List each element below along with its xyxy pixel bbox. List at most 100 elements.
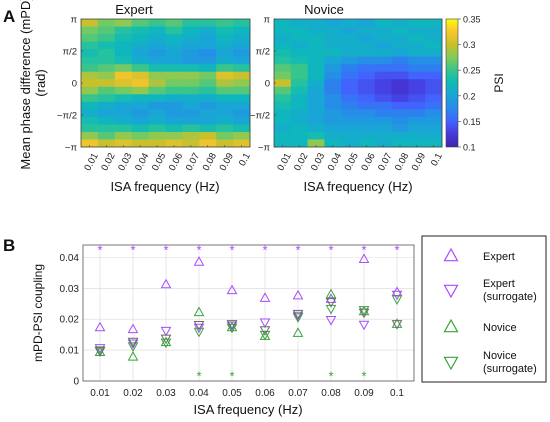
x-tick-label: 0.1 — [390, 388, 404, 399]
heatmap-cell — [216, 71, 234, 80]
heatmap-cell — [391, 124, 409, 133]
x-tick-label: 0.02 — [99, 151, 117, 172]
heatmap-cell — [81, 94, 99, 103]
heatmap-cell — [148, 71, 166, 80]
heatmap-cell — [114, 64, 133, 73]
scatter-point-series-2 — [292, 327, 304, 337]
heatmap-cell — [165, 26, 183, 35]
heatmap-cell — [341, 79, 359, 88]
heatmap-cell — [182, 71, 200, 80]
scatter-x-ticks: 0.01 0.02 0.03 0.04 0.05 0.06 0.07 0.08 0.09 0.1 — [90, 388, 404, 399]
heatmap-cell — [81, 71, 99, 80]
heatmap-cell — [216, 56, 234, 65]
scatter-point-series-0 — [94, 321, 106, 332]
heatmap-cell — [131, 71, 149, 80]
heatmap-cell — [408, 94, 426, 103]
heatmap-cell — [391, 64, 409, 73]
heatmap-cell — [341, 139, 359, 148]
heatmap-cell — [148, 94, 166, 103]
x-tick-label: 0.06 — [359, 151, 377, 172]
heatmap-cell — [97, 116, 116, 125]
heatmap-cell — [425, 49, 443, 58]
heatmap-cell — [374, 34, 392, 42]
heatmap-cell — [216, 139, 234, 148]
y-tick-label: −π — [258, 143, 271, 154]
heatmap-cell — [131, 116, 149, 125]
heatmap-cell — [199, 34, 217, 42]
heatmap-cell — [182, 86, 200, 95]
heatmap-cell — [114, 124, 133, 133]
heatmap-cell — [425, 101, 443, 110]
scatter-point-series-4 — [127, 337, 139, 348]
heatmap-cell — [391, 19, 409, 27]
scatter-point-series-3 — [292, 313, 304, 323]
heatmap-cell — [391, 26, 409, 35]
x-tick-label: 0.05 — [222, 388, 242, 399]
heatmap-cell — [199, 94, 217, 103]
heatmap-cell — [341, 56, 359, 65]
heatmap-cell — [97, 109, 116, 118]
heatmap-cell — [307, 86, 325, 95]
heatmap-cell — [131, 79, 149, 88]
significance-star-expert: * — [196, 243, 201, 258]
heatmap-cell — [290, 101, 308, 110]
scatter-point-series-0 — [358, 253, 370, 263]
heatmap-novice: Novice 0.010.020.030.040.050.060.070.080… — [250, 2, 445, 194]
heatmap-cell — [425, 109, 443, 118]
legend: Expert Expert (surrogate) Novice Novice (surr… — [421, 235, 547, 383]
x-tick-label: 0.04 — [326, 151, 344, 172]
legend-label: Expert — [483, 251, 515, 263]
heatmap-cell — [233, 124, 251, 133]
colorbar: 0.35 0.3 0.25 0.2 0.15 0.1 PSI — [445, 15, 506, 153]
x-tick-label: 0.03 — [309, 151, 327, 172]
significance-star-expert: * — [295, 243, 300, 258]
x-tick-label: 0.06 — [167, 151, 185, 172]
heatmap-cell — [199, 86, 217, 95]
heatmap-cell — [97, 49, 116, 58]
heatmap-cell — [290, 71, 308, 80]
heatmap-cell — [391, 131, 409, 140]
heatmap-cell — [148, 101, 166, 110]
heatmap-novice-title: Novice — [304, 2, 344, 17]
heatmap-expert-x-ticks: 0.010.020.030.040.050.060.070.080.09 0.1 — [82, 145, 253, 173]
heatmap-cell — [114, 131, 133, 140]
heatmap-cell — [358, 124, 376, 133]
x-tick-label: 0.05 — [343, 151, 361, 172]
heatmap-cell — [165, 71, 183, 80]
heatmap-cell — [165, 101, 183, 110]
heatmap-cell — [114, 34, 133, 42]
heatmap-cell — [233, 41, 251, 50]
colorbar-label: PSI — [492, 73, 506, 92]
heatmap-cell — [131, 109, 149, 118]
scatter-point-series-4 — [160, 334, 172, 345]
heatmap-cell — [307, 26, 325, 35]
heatmap-expert-cells — [81, 19, 251, 148]
y-tick-label: 0 — [265, 79, 270, 90]
heatmap-cell — [114, 139, 133, 148]
heatmap-cell — [165, 94, 183, 103]
scatter-point-series-4 — [325, 298, 337, 308]
heatmap-cell — [307, 101, 325, 110]
scatter-point-series-4 — [193, 321, 205, 331]
heatmap-cell — [81, 131, 99, 140]
heatmap-cell — [324, 64, 342, 73]
x-tick-label: 0.03 — [156, 388, 176, 399]
heatmap-cell — [290, 94, 308, 103]
heatmap-cell — [97, 64, 116, 73]
heatmap-cell — [182, 19, 200, 27]
heatmap-cell — [307, 131, 325, 140]
heatmap-cell — [274, 116, 292, 125]
heatmap-cell — [182, 79, 200, 88]
heatmap-cell — [216, 131, 234, 140]
heatmap-cell — [307, 19, 325, 27]
y-label-line: (rad) — [33, 69, 48, 96]
legend-box — [421, 235, 547, 383]
heatmap-cell — [81, 139, 99, 148]
heatmap-cell — [165, 49, 183, 58]
heatmap-cell — [341, 34, 359, 42]
heatmap-cell — [274, 86, 292, 95]
heatmap-cell — [81, 19, 99, 27]
heatmap-cell — [290, 116, 308, 125]
heatmap-novice-x-ticks: 0.010.020.030.040.050.060.070.080.09 0.1 — [275, 145, 445, 173]
